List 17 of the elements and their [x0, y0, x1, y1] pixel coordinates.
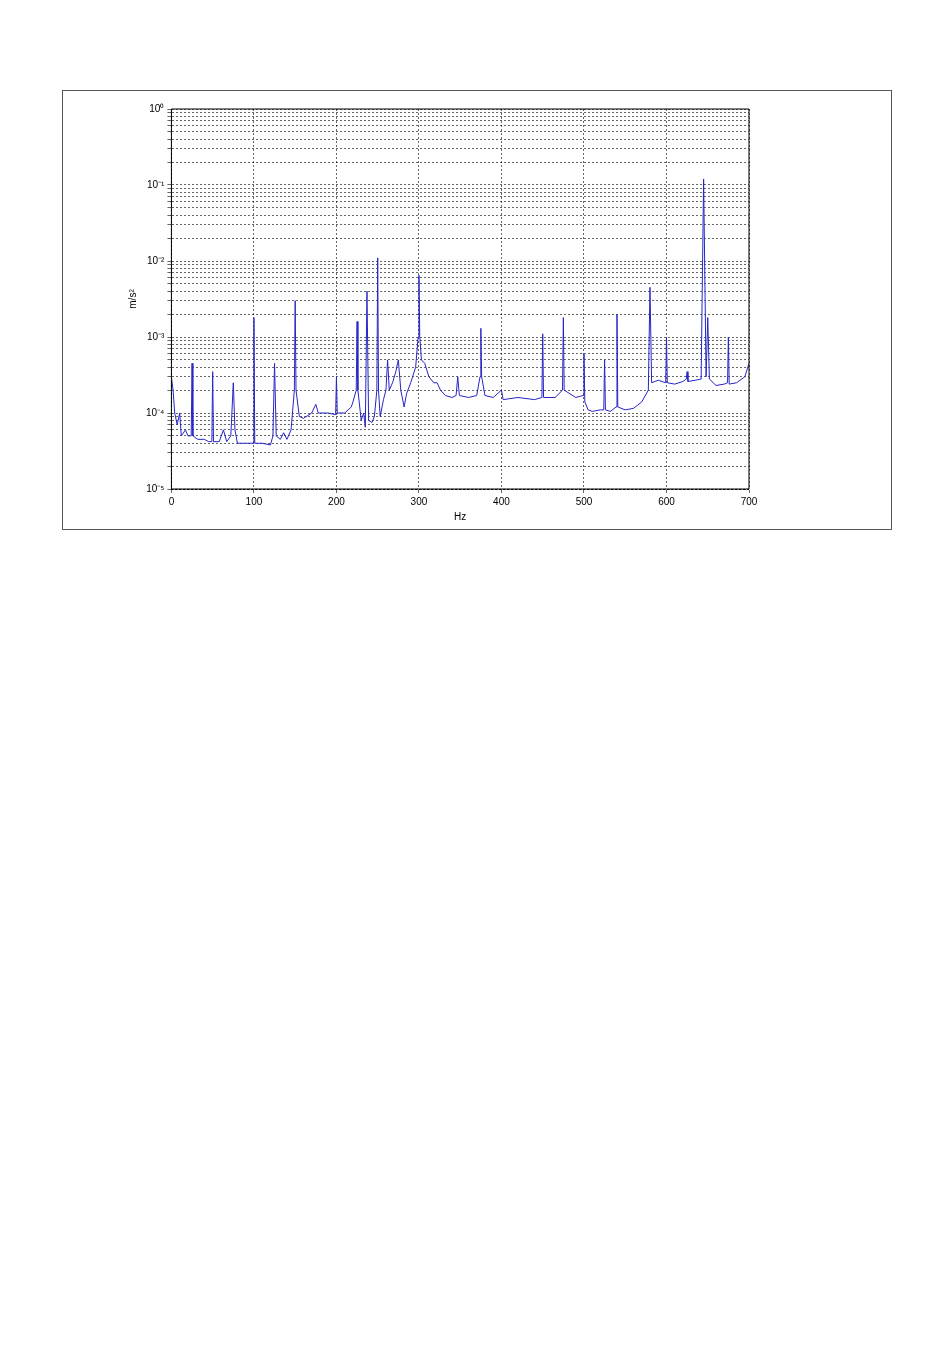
y-tick-label: 10⁻³: [146, 330, 166, 342]
x-tick-label: 700: [740, 495, 758, 507]
figure-frame: Hz m/s² 0 100 200 300 400 500 600 700 10⁻⁵ 10⁻⁴ 10⁻³ 10⁻² 10⁻¹ 10⁰: [62, 90, 892, 530]
y-axis-title: m/s²: [126, 288, 138, 309]
x-tick-label: 0: [168, 495, 175, 507]
x-tick-label: 300: [410, 495, 428, 507]
y-tick-label: 10⁻⁵: [146, 482, 165, 494]
x-axis-title: Hz: [454, 510, 467, 522]
x-tick-label: 400: [493, 495, 511, 507]
y-tick-label: 10⁰: [149, 102, 165, 114]
x-tick-label: 500: [575, 495, 593, 507]
y-tick-label: 10⁻²: [146, 254, 166, 266]
y-tick-label: 10⁻⁴: [146, 406, 165, 418]
x-tick-label: 600: [658, 495, 676, 507]
y-tick-label: 10⁻¹: [146, 178, 166, 190]
x-tick-label: 200: [328, 495, 346, 507]
x-tick-label: 100: [245, 495, 263, 507]
